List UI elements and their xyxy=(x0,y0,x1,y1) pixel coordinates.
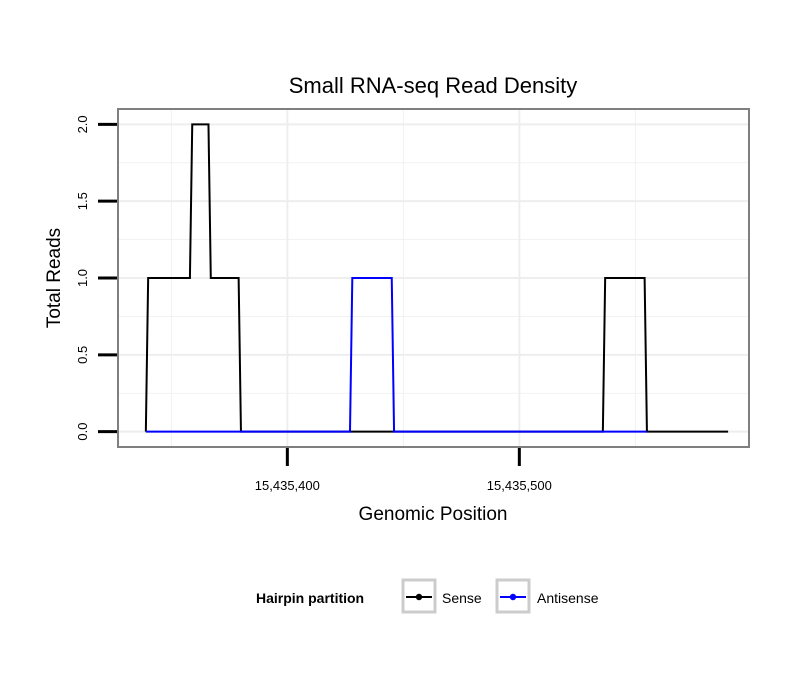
y-tick-label: 1.5 xyxy=(75,192,90,210)
y-tick-label: 0.0 xyxy=(75,423,90,441)
axes: 0.0 0.5 1.0 1.5 2.0 15,435,400 15,435,500 xyxy=(75,115,552,493)
legend-key-dot-sense xyxy=(415,593,423,601)
legend: Hairpin partition Sense Antisense xyxy=(256,578,599,614)
legend-item-antisense: Antisense xyxy=(495,578,599,614)
legend-label-sense: Sense xyxy=(442,590,482,606)
legend-title: Hairpin partition xyxy=(256,590,364,606)
series-line-antisense xyxy=(145,277,647,433)
legend-key-dot-antisense xyxy=(509,593,517,601)
panel-border xyxy=(117,108,750,448)
legend-label-antisense: Antisense xyxy=(537,590,599,606)
x-tick-label: 15,435,500 xyxy=(487,478,552,493)
y-tick-label: 2.0 xyxy=(75,115,90,133)
chart-title: Small RNA-seq Read Density xyxy=(289,73,578,98)
x-axis-title: Genomic Position xyxy=(359,504,508,525)
series-lines xyxy=(144,123,729,433)
y-axis-title: Total Reads xyxy=(44,228,65,328)
y-tick-label: 0.5 xyxy=(75,346,90,364)
legend-item-sense: Sense xyxy=(401,578,482,614)
x-tick-label: 15,435,400 xyxy=(255,478,320,493)
y-tick-label: 1.0 xyxy=(75,269,90,287)
